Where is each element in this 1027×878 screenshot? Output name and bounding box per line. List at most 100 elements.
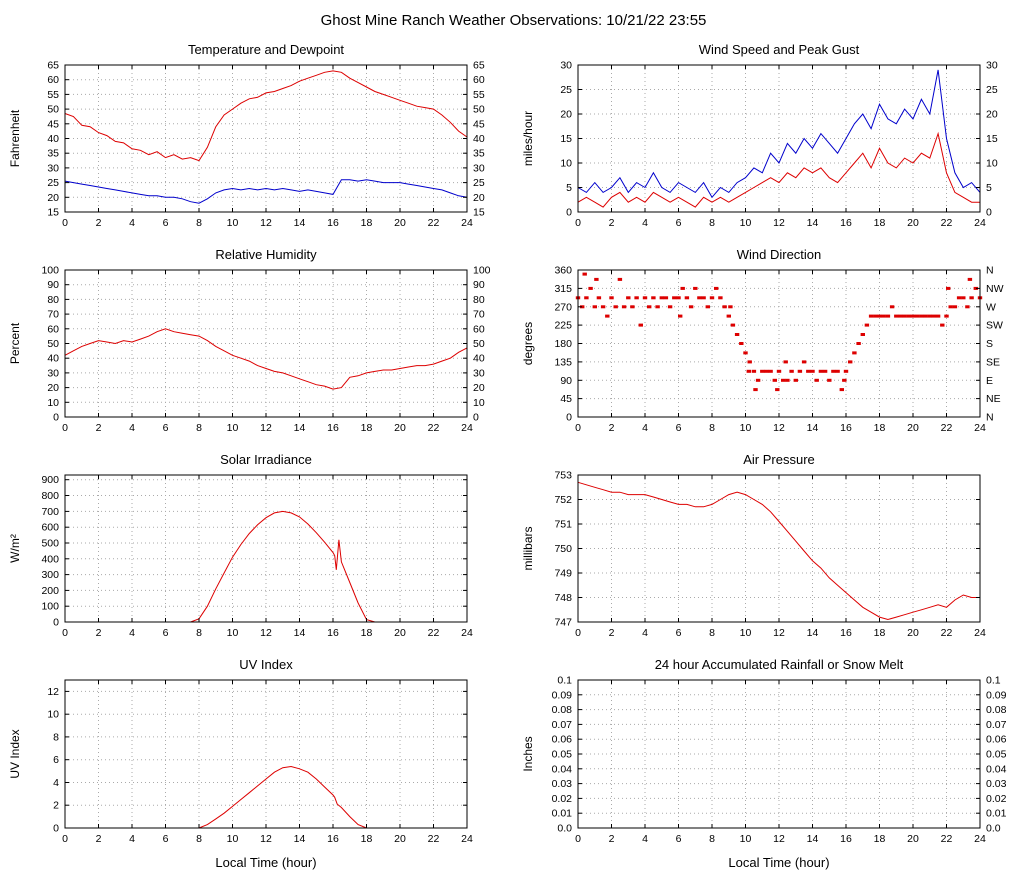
svg-text:14: 14 <box>807 422 819 434</box>
chart-air-pressure: 0 2 4 6 8 10 12 14 16 18 20 22 24 747 748 749 750 751 752 7… <box>518 449 1022 654</box>
grid <box>64 680 467 828</box>
svg-text:40: 40 <box>473 133 485 145</box>
svg-text:24: 24 <box>974 627 986 639</box>
svg-text:10: 10 <box>226 217 238 229</box>
series-humidity <box>64 328 467 390</box>
svg-text:0: 0 <box>62 422 68 434</box>
chart-relative-humidity: 0 2 4 6 8 10 12 14 16 18 20 22 24 0 10 20 30 40 50 60 70 80 90… <box>5 244 509 449</box>
chart-solar-irradiance: 0 2 4 6 8 10 12 14 16 18 20 22 24 0 100 200 300 400 500 600… <box>5 449 509 654</box>
svg-text:90: 90 <box>473 279 485 291</box>
series-dewpoint <box>64 179 467 204</box>
svg-text:752: 752 <box>555 494 573 506</box>
svg-text:35: 35 <box>473 148 485 160</box>
grid <box>578 475 981 622</box>
svg-text:60: 60 <box>47 323 59 335</box>
svg-text:20: 20 <box>907 627 919 639</box>
tick-marks <box>64 680 468 829</box>
svg-text:8: 8 <box>196 422 202 434</box>
svg-text:30: 30 <box>986 60 998 72</box>
svg-text:S: S <box>986 338 993 350</box>
svg-text:2: 2 <box>95 217 101 229</box>
chart-title: 24 hour Accumulated Rainfall or Snow Mel… <box>655 657 904 672</box>
svg-text:10: 10 <box>47 397 59 409</box>
svg-text:NE: NE <box>986 393 1001 405</box>
svg-text:16: 16 <box>840 627 852 639</box>
svg-text:100: 100 <box>41 601 59 613</box>
svg-text:18: 18 <box>360 422 372 434</box>
svg-text:0.08: 0.08 <box>986 704 1007 716</box>
svg-text:6: 6 <box>162 833 168 845</box>
tick-labels: 0 2 4 6 8 10 12 14 16 18 20 22 240.00.010.020.030.04… <box>552 675 1007 846</box>
svg-text:225: 225 <box>555 320 573 332</box>
x-axis-label: Local Time (hour) <box>215 855 316 870</box>
y-axis-label: Percent <box>8 322 22 364</box>
y-axis-label: degrees <box>521 322 535 365</box>
svg-text:N: N <box>986 412 994 424</box>
svg-text:50: 50 <box>47 104 59 116</box>
svg-text:10: 10 <box>473 397 485 409</box>
svg-text:0: 0 <box>566 207 572 219</box>
svg-text:24: 24 <box>974 422 986 434</box>
svg-text:65: 65 <box>473 60 485 72</box>
svg-text:30: 30 <box>561 60 573 72</box>
svg-text:80: 80 <box>47 294 59 306</box>
svg-text:24: 24 <box>461 217 473 229</box>
svg-text:5: 5 <box>566 182 572 194</box>
svg-text:2: 2 <box>609 627 615 639</box>
svg-text:16: 16 <box>840 217 852 229</box>
svg-text:20: 20 <box>561 109 573 121</box>
svg-text:6: 6 <box>162 217 168 229</box>
svg-text:15: 15 <box>47 207 59 219</box>
tick-labels: 0 2 4 6 8 10 12 14 16 18 20 22 240102030405060708090… <box>41 265 490 435</box>
svg-text:2: 2 <box>609 833 615 845</box>
series-wind-speed <box>577 131 981 208</box>
chart-canvas: 0 2 4 6 8 10 12 14 16 18 20 22 240100200300400500600… <box>8 452 473 639</box>
tick-marks <box>577 679 981 829</box>
svg-text:8: 8 <box>709 833 715 845</box>
svg-text:80: 80 <box>473 294 485 306</box>
svg-text:200: 200 <box>41 585 59 597</box>
svg-text:20: 20 <box>394 217 406 229</box>
svg-text:60: 60 <box>47 74 59 86</box>
svg-text:60: 60 <box>473 323 485 335</box>
svg-text:0.03: 0.03 <box>552 778 573 790</box>
svg-text:20: 20 <box>907 422 919 434</box>
svg-text:50: 50 <box>47 338 59 350</box>
svg-text:30: 30 <box>47 162 59 174</box>
svg-text:22: 22 <box>427 217 439 229</box>
svg-text:22: 22 <box>427 422 439 434</box>
svg-text:0.09: 0.09 <box>552 689 573 701</box>
svg-text:0.03: 0.03 <box>986 778 1007 790</box>
svg-text:20: 20 <box>47 192 59 204</box>
svg-text:20: 20 <box>473 382 485 394</box>
svg-text:0.1: 0.1 <box>986 675 1001 687</box>
svg-text:SW: SW <box>986 320 1003 332</box>
svg-text:22: 22 <box>941 422 953 434</box>
x-axis-label: Local Time (hour) <box>729 855 830 870</box>
svg-text:0.09: 0.09 <box>986 689 1007 701</box>
series-wind-direction <box>576 272 983 392</box>
svg-text:0.01: 0.01 <box>552 808 573 820</box>
svg-text:24: 24 <box>461 833 473 845</box>
svg-text:0.1: 0.1 <box>558 675 573 687</box>
series-uv-index <box>64 765 467 829</box>
grid <box>578 65 981 212</box>
tick-labels: 0 2 4 6 8 10 12 14 16 18 20 22 240510152025300510152… <box>561 60 999 230</box>
svg-text:10: 10 <box>740 217 752 229</box>
svg-text:20: 20 <box>986 109 998 121</box>
tick-marks <box>64 269 468 418</box>
svg-text:25: 25 <box>986 84 998 96</box>
svg-text:4: 4 <box>129 833 135 845</box>
svg-text:751: 751 <box>555 519 573 531</box>
svg-text:18: 18 <box>874 833 886 845</box>
svg-text:12: 12 <box>260 422 272 434</box>
tick-labels: 0 2 4 6 8 10 12 14 16 18 20 22 240459013518022527031… <box>555 265 1004 435</box>
svg-text:6: 6 <box>162 422 168 434</box>
svg-text:18: 18 <box>874 422 886 434</box>
chart-title: Air Pressure <box>743 452 815 467</box>
svg-text:0.07: 0.07 <box>552 719 573 731</box>
chart-title: Wind Speed and Peak Gust <box>699 42 860 57</box>
plot-frame <box>64 679 468 829</box>
svg-text:30: 30 <box>473 162 485 174</box>
chart-wind-direction: 0 2 4 6 8 10 12 14 16 18 20 22 24 0 45 90 135 180 225 270 31… <box>518 244 1022 449</box>
